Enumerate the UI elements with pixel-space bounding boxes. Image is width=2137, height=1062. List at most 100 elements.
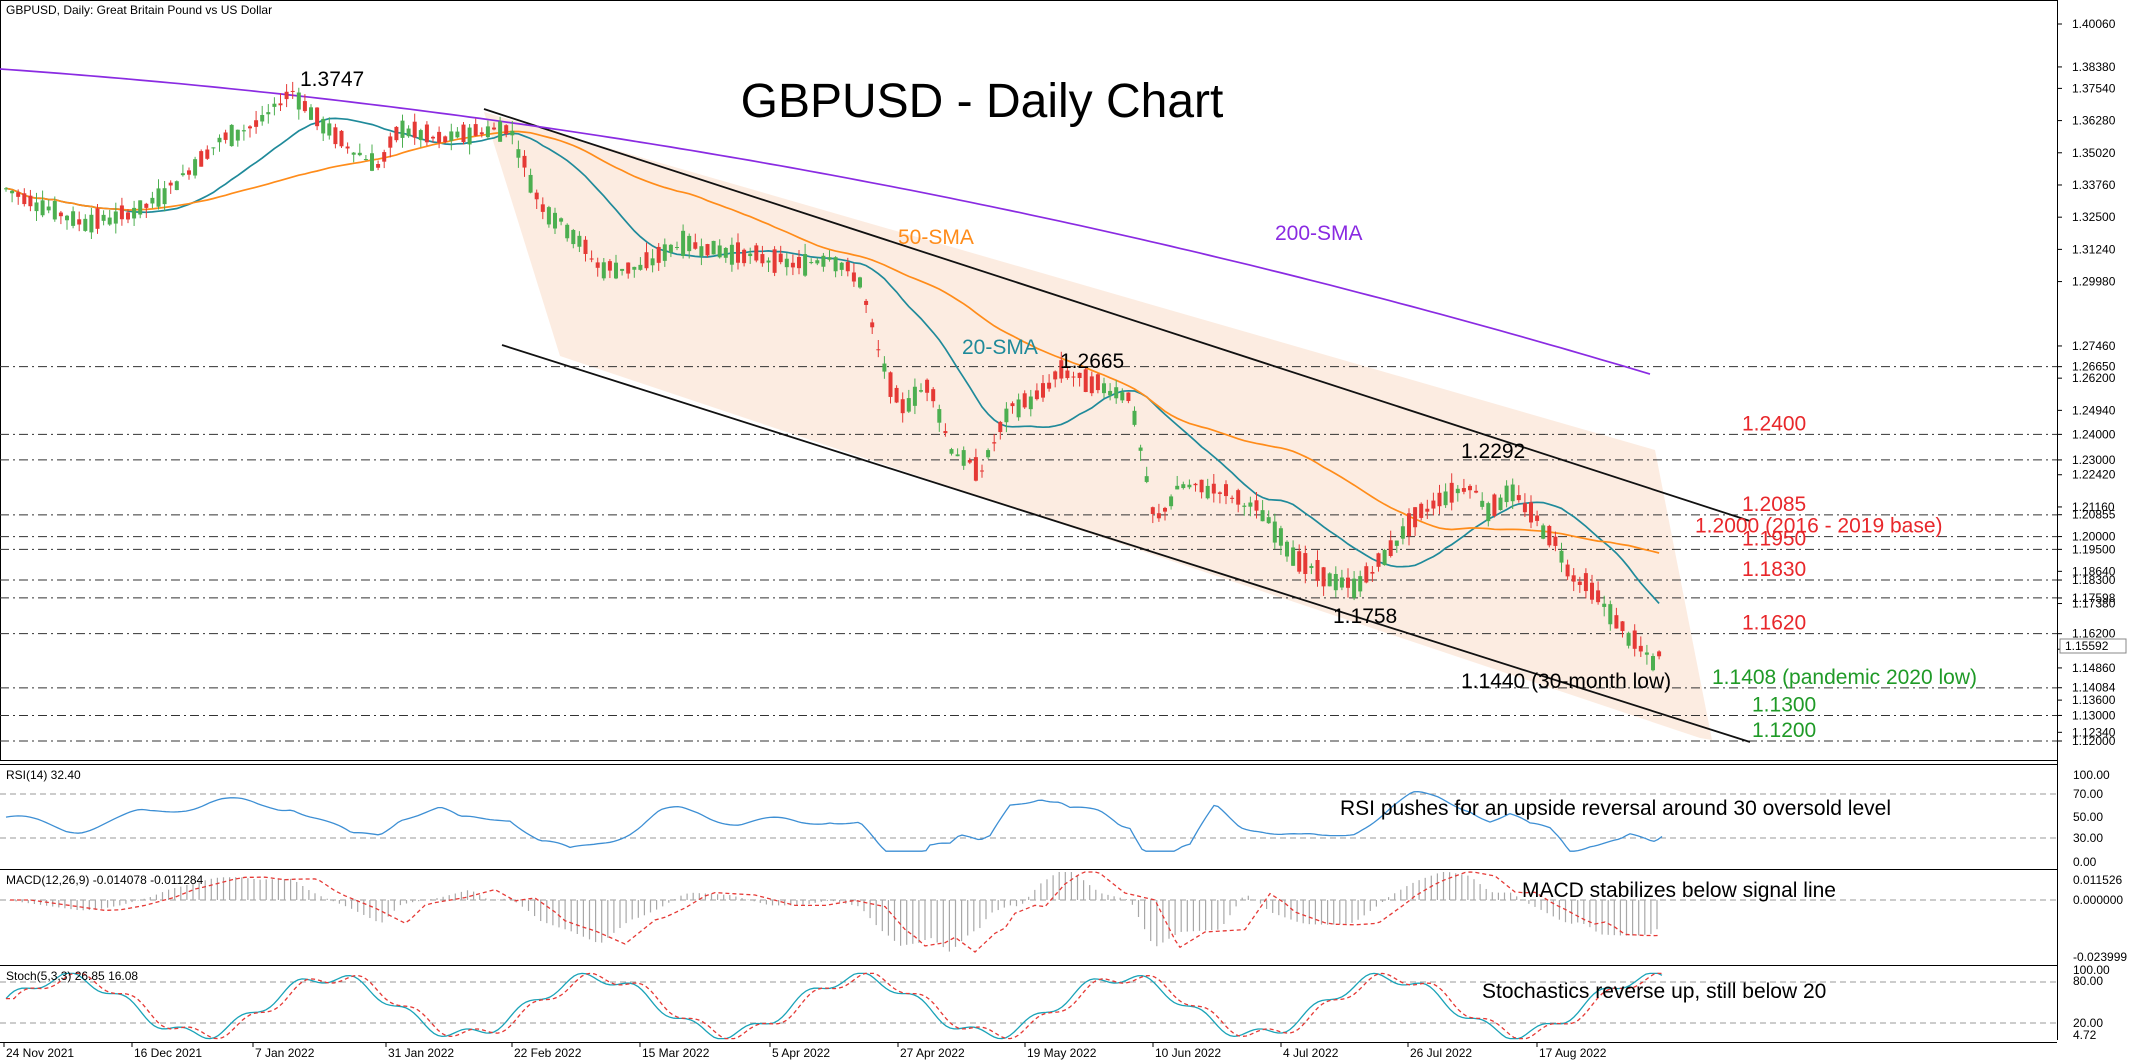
- price-tick-label: 1.12340: [2072, 725, 2116, 739]
- candle-body: [1089, 376, 1094, 394]
- candle-body: [1394, 540, 1399, 546]
- price-tick-label: 1.40060: [2072, 17, 2116, 31]
- candle-body: [95, 208, 100, 229]
- candle-body: [839, 262, 844, 270]
- candle-body: [534, 192, 539, 200]
- candle-body: [467, 127, 472, 145]
- candle-body: [1138, 447, 1143, 451]
- candle-body: [632, 266, 637, 270]
- macd-signal-line: [10, 871, 1661, 953]
- candle-body: [205, 149, 210, 159]
- candle-body: [1571, 575, 1576, 582]
- candle-body: [595, 262, 600, 268]
- candle-body: [1102, 383, 1106, 394]
- candle-body: [1657, 651, 1662, 657]
- candle-body: [1321, 567, 1326, 587]
- candle-body: [126, 212, 130, 220]
- candle-body: [272, 103, 277, 107]
- level-lines: [0, 366, 2057, 742]
- annotation-1-3747: 1.3747: [300, 68, 364, 91]
- candle-body: [1163, 507, 1167, 512]
- candle-body: [1071, 376, 1076, 378]
- candle-body: [656, 246, 661, 263]
- candle-body: [571, 229, 576, 245]
- sma50-label: 50-SMA: [898, 226, 974, 249]
- candle-body: [71, 211, 76, 226]
- candle-body: [89, 214, 94, 233]
- candle-body: [1053, 371, 1058, 380]
- candle-body: [937, 409, 942, 423]
- price-tick-label: 1.26650: [2072, 360, 2116, 374]
- candle-body: [1437, 492, 1442, 507]
- candle-body: [107, 217, 112, 225]
- price-tick-label: 1.18300: [2072, 573, 2116, 587]
- candle-body: [1431, 500, 1436, 509]
- candle-body: [248, 126, 252, 129]
- candle-body: [858, 277, 862, 288]
- macd-header: MACD(12,26,9) -0.014078 -0.011284: [6, 873, 204, 887]
- channel-lower-line: [501, 344, 1751, 743]
- candle-body: [1034, 390, 1039, 400]
- candle-body: [187, 170, 191, 175]
- candle-body: [1547, 525, 1552, 546]
- candle-body: [217, 137, 222, 143]
- candle-body: [1388, 540, 1393, 556]
- candle-body: [162, 188, 167, 205]
- candle-body: [1498, 497, 1503, 511]
- candle-body: [1248, 502, 1253, 507]
- candle-body: [22, 193, 27, 205]
- candle-body: [1632, 630, 1637, 649]
- candle-body: [437, 131, 442, 143]
- candle-body: [742, 249, 747, 264]
- macd-axis-top: 0.011526: [2073, 873, 2122, 887]
- candle-body: [668, 244, 673, 253]
- rsi-axis-0: 0.00: [2073, 855, 2097, 869]
- candle-body: [1364, 566, 1369, 583]
- candle-body: [729, 244, 734, 265]
- candle-body: [778, 253, 783, 263]
- candle-body: [510, 130, 515, 136]
- candle-body: [931, 389, 936, 402]
- price-tick-label: 1.21160: [2072, 500, 2115, 514]
- candle-body: [754, 245, 759, 261]
- candle-body: [888, 372, 893, 397]
- candle-body: [492, 127, 496, 130]
- candle-body: [784, 258, 789, 268]
- candle-body: [65, 215, 69, 221]
- candle-body: [1535, 515, 1540, 521]
- candle-body: [717, 245, 722, 258]
- candle-body: [455, 131, 460, 138]
- candle-body: [1529, 502, 1533, 523]
- candle-body: [546, 207, 551, 225]
- candle-body: [1260, 510, 1265, 522]
- candle-body: [601, 262, 606, 279]
- macd-histogram: [9, 872, 1658, 952]
- candle-body: [1565, 564, 1570, 577]
- candle-body: [1522, 503, 1527, 513]
- candle-body: [1480, 500, 1485, 507]
- rsi-annotation: RSI pushes for an upside reversal around…: [1340, 797, 1891, 820]
- candle-body: [1425, 508, 1430, 512]
- candle-body: [1175, 485, 1180, 490]
- candle-body: [235, 129, 240, 141]
- candle-body: [1553, 536, 1558, 546]
- candle-body: [46, 206, 51, 211]
- candle-body: [1266, 517, 1271, 524]
- date-tick-label: 22 Feb 2022: [514, 1046, 582, 1060]
- candle-body: [845, 261, 850, 272]
- candle-body: [1516, 495, 1521, 501]
- candle-body: [766, 260, 771, 263]
- candle-body: [174, 181, 179, 191]
- price-tick-label: 1.20000: [2072, 530, 2116, 544]
- candle-body: [1010, 403, 1015, 407]
- candle-body: [1510, 484, 1515, 502]
- candle-body: [1486, 503, 1491, 522]
- candle-body: [1352, 578, 1357, 598]
- current-price-label: 1.15592: [2065, 639, 2109, 653]
- candle-body: [363, 159, 368, 161]
- candle-body: [607, 261, 612, 271]
- candle-body: [894, 387, 899, 403]
- candle-body: [1346, 577, 1350, 588]
- candle-body: [1242, 505, 1247, 507]
- candle-body: [681, 230, 686, 257]
